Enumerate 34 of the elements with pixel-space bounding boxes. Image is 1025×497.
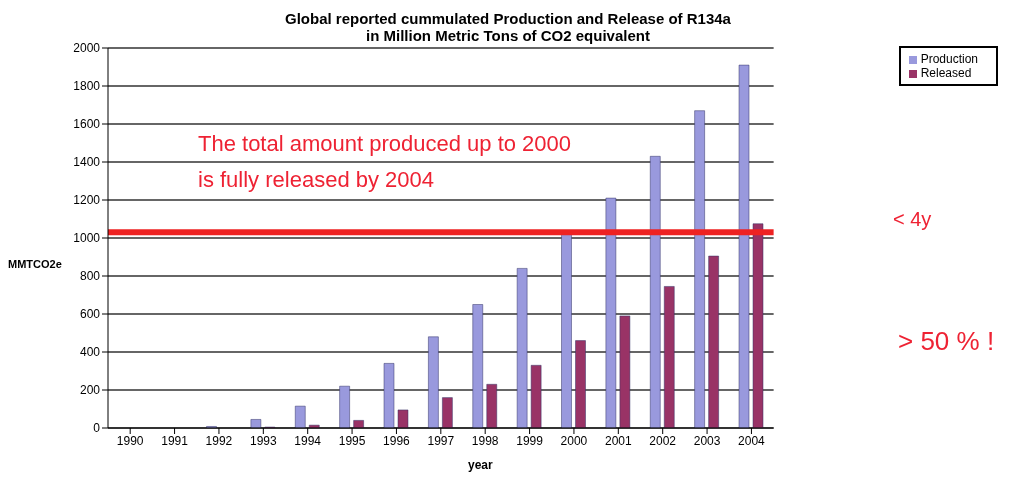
y-tick-label: 200 <box>79 383 101 398</box>
y-tick-label: 1200 <box>73 193 101 208</box>
x-axis-title: year <box>468 458 493 472</box>
x-tick-label: 1991 <box>161 433 189 448</box>
x-tick-label: 2000 <box>560 433 588 448</box>
annotation: The total amount produced up to 2000 is fully released by 2004 <box>198 130 572 194</box>
text: > 50 % ! <box>898 326 995 357</box>
y-tick-label: 600 <box>79 307 101 322</box>
y-tick-label: 400 <box>79 345 101 360</box>
chart-title: Global reported cummulated Production and Release of R134a in Million Metric Tons of CO2 equivalent <box>285 10 731 44</box>
x-tick-label: 1995 <box>338 433 366 448</box>
y-axis-title: MMTCO2e <box>8 258 62 270</box>
y-tick-label: 1000 <box>73 231 101 246</box>
x-tick-label: 2004 <box>738 433 766 448</box>
x-tick-label: 1992 <box>205 433 233 448</box>
x-tick-label: 1990 <box>116 433 144 448</box>
x-tick-label: 1993 <box>249 433 277 448</box>
y-tick-label: 800 <box>79 269 101 284</box>
x-tick-label: 1996 <box>383 433 411 448</box>
legend-label: Production <box>920 52 978 66</box>
x-tick-label: 1994 <box>294 433 322 448</box>
y-tick-label: 1600 <box>73 117 101 132</box>
x-tick-label: 1999 <box>516 433 544 448</box>
x-tick-label: 2002 <box>649 433 677 448</box>
x-tick-label: 1997 <box>427 433 455 448</box>
x-tick-label: 1998 <box>471 433 499 448</box>
x-tick-label: 2003 <box>693 433 721 448</box>
y-tick-label: 1800 <box>73 79 101 94</box>
text: < 4y <box>893 208 932 231</box>
y-tick-label: 1400 <box>73 155 101 170</box>
y-tick-label: 2000 <box>73 41 101 56</box>
x-tick-label: 2001 <box>604 433 632 448</box>
legend-label: Released <box>920 66 972 80</box>
y-tick-label: 0 <box>93 421 101 436</box>
